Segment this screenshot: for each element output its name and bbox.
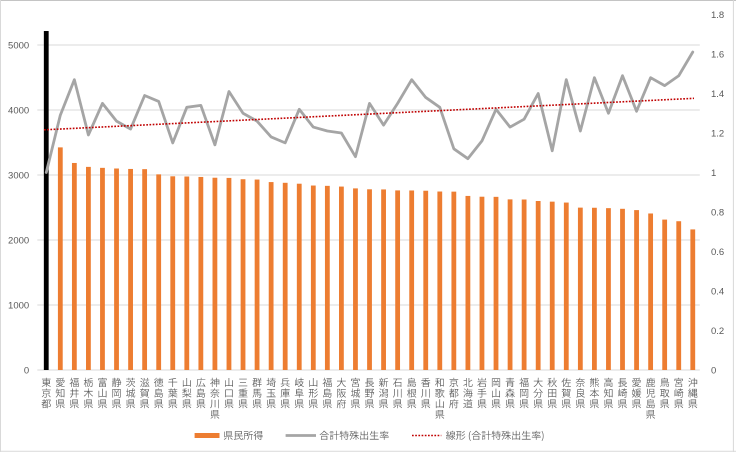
svg-text:5000: 5000 bbox=[8, 40, 29, 51]
svg-text:4000: 4000 bbox=[8, 105, 29, 116]
svg-text:3000: 3000 bbox=[8, 170, 29, 181]
svg-text:0: 0 bbox=[24, 365, 29, 376]
svg-text:0: 0 bbox=[711, 365, 716, 376]
svg-text:1.6: 1.6 bbox=[711, 49, 724, 60]
svg-text:0.6: 0.6 bbox=[711, 247, 724, 258]
svg-text:1: 1 bbox=[711, 168, 716, 179]
svg-text:1000: 1000 bbox=[8, 300, 29, 311]
svg-text:2000: 2000 bbox=[8, 235, 29, 246]
svg-text:1.2: 1.2 bbox=[711, 128, 724, 139]
svg-text:0.4: 0.4 bbox=[711, 286, 724, 297]
svg-text:0.2: 0.2 bbox=[711, 326, 724, 337]
svg-text:1.8: 1.8 bbox=[711, 10, 724, 21]
svg-text:0.8: 0.8 bbox=[711, 207, 724, 218]
svg-text:1.4: 1.4 bbox=[711, 89, 724, 100]
